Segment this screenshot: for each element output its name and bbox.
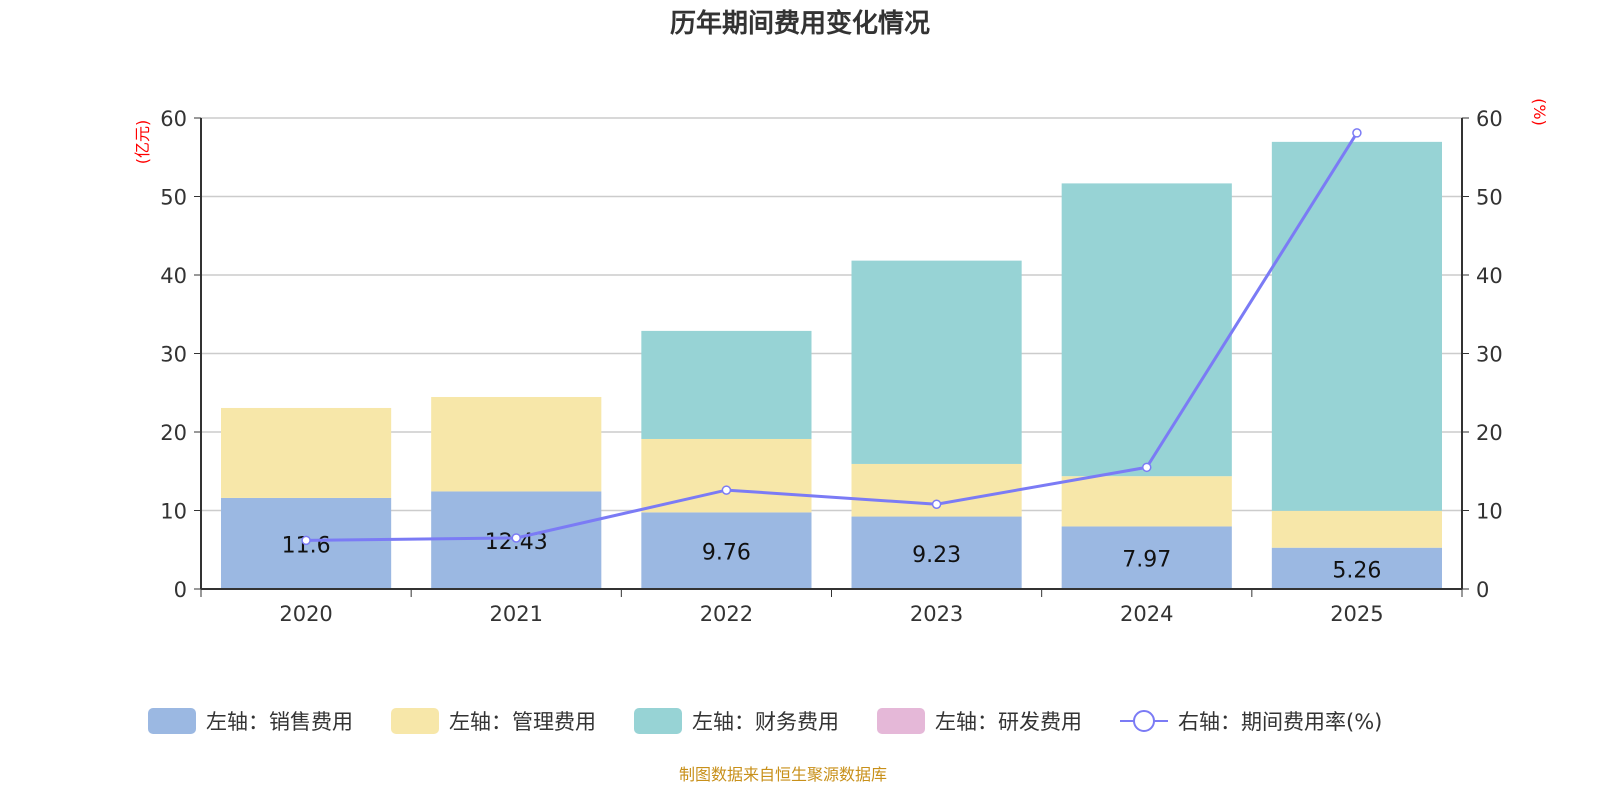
left-tick-label: 40 [160,264,187,288]
bar-segment [641,512,812,589]
bar-segment [221,407,392,498]
bar-segment [1271,510,1442,548]
bar-segment [1271,141,1442,511]
left-axis-label: (亿元) [133,120,152,165]
line-point [511,533,521,543]
bar-label: 7.97 [1122,548,1171,573]
x-tick-label: 2024 [1120,602,1173,626]
legend-swatch[interactable] [148,708,196,734]
left-tick-label: 50 [160,186,187,210]
bar-segment [851,260,1022,464]
left-tick-label: 60 [160,107,187,131]
legend-label[interactable]: 右轴：期间费用率(%) [1178,710,1382,734]
bar-segment [1271,547,1442,589]
right-tick-label: 10 [1476,500,1503,524]
legend-swatch[interactable] [391,708,439,734]
x-tick-label: 2021 [490,602,543,626]
x-tick-label: 2025 [1330,602,1383,626]
line-point [931,499,942,509]
right-tick-label: 20 [1476,421,1503,445]
legend-label[interactable]: 左轴：财务费用 [692,710,839,734]
bar-segment [1061,526,1232,589]
legend-label[interactable]: 左轴：研发费用 [935,710,1082,734]
bar-segment [1061,476,1232,527]
legend-swatch[interactable] [877,708,925,734]
bar-segment [641,330,812,439]
right-axis-label: (%) [1530,98,1549,126]
chart-title: 历年期间费用变化情况 [670,8,930,39]
line-point [1142,462,1152,473]
x-tick-label: 2022 [700,602,753,626]
bar-label: 9.76 [702,541,751,566]
x-tick-label: 2020 [279,602,332,626]
bar-label: 5.26 [1332,558,1381,583]
right-tick-label: 60 [1476,107,1503,131]
bar-segment [431,396,602,492]
right-tick-label: 0 [1476,578,1489,602]
left-tick-label: 10 [160,500,187,524]
legend-swatch[interactable] [634,708,682,734]
line-point [721,485,732,495]
left-tick-label: 0 [174,578,187,602]
legend-label[interactable]: 左轴：销售费用 [206,710,353,734]
legend-label[interactable]: 左轴：管理费用 [449,710,596,734]
right-tick-label: 40 [1476,264,1503,288]
left-tick-label: 30 [160,343,187,367]
bar-segment [851,516,1022,589]
footer-source: 制图数据来自恒生聚源数据库 [679,765,887,784]
left-tick-label: 20 [160,421,187,445]
right-tick-label: 30 [1476,343,1503,367]
line-point [301,535,311,546]
line-point [1352,128,1362,138]
bar-segment [1061,183,1232,477]
bar-segment [641,438,812,513]
right-tick-label: 50 [1476,186,1503,210]
x-tick-label: 2023 [910,602,963,626]
line-series [306,132,1359,542]
bar-label: 9.23 [912,543,961,568]
legend-circle-icon[interactable] [1133,710,1155,732]
